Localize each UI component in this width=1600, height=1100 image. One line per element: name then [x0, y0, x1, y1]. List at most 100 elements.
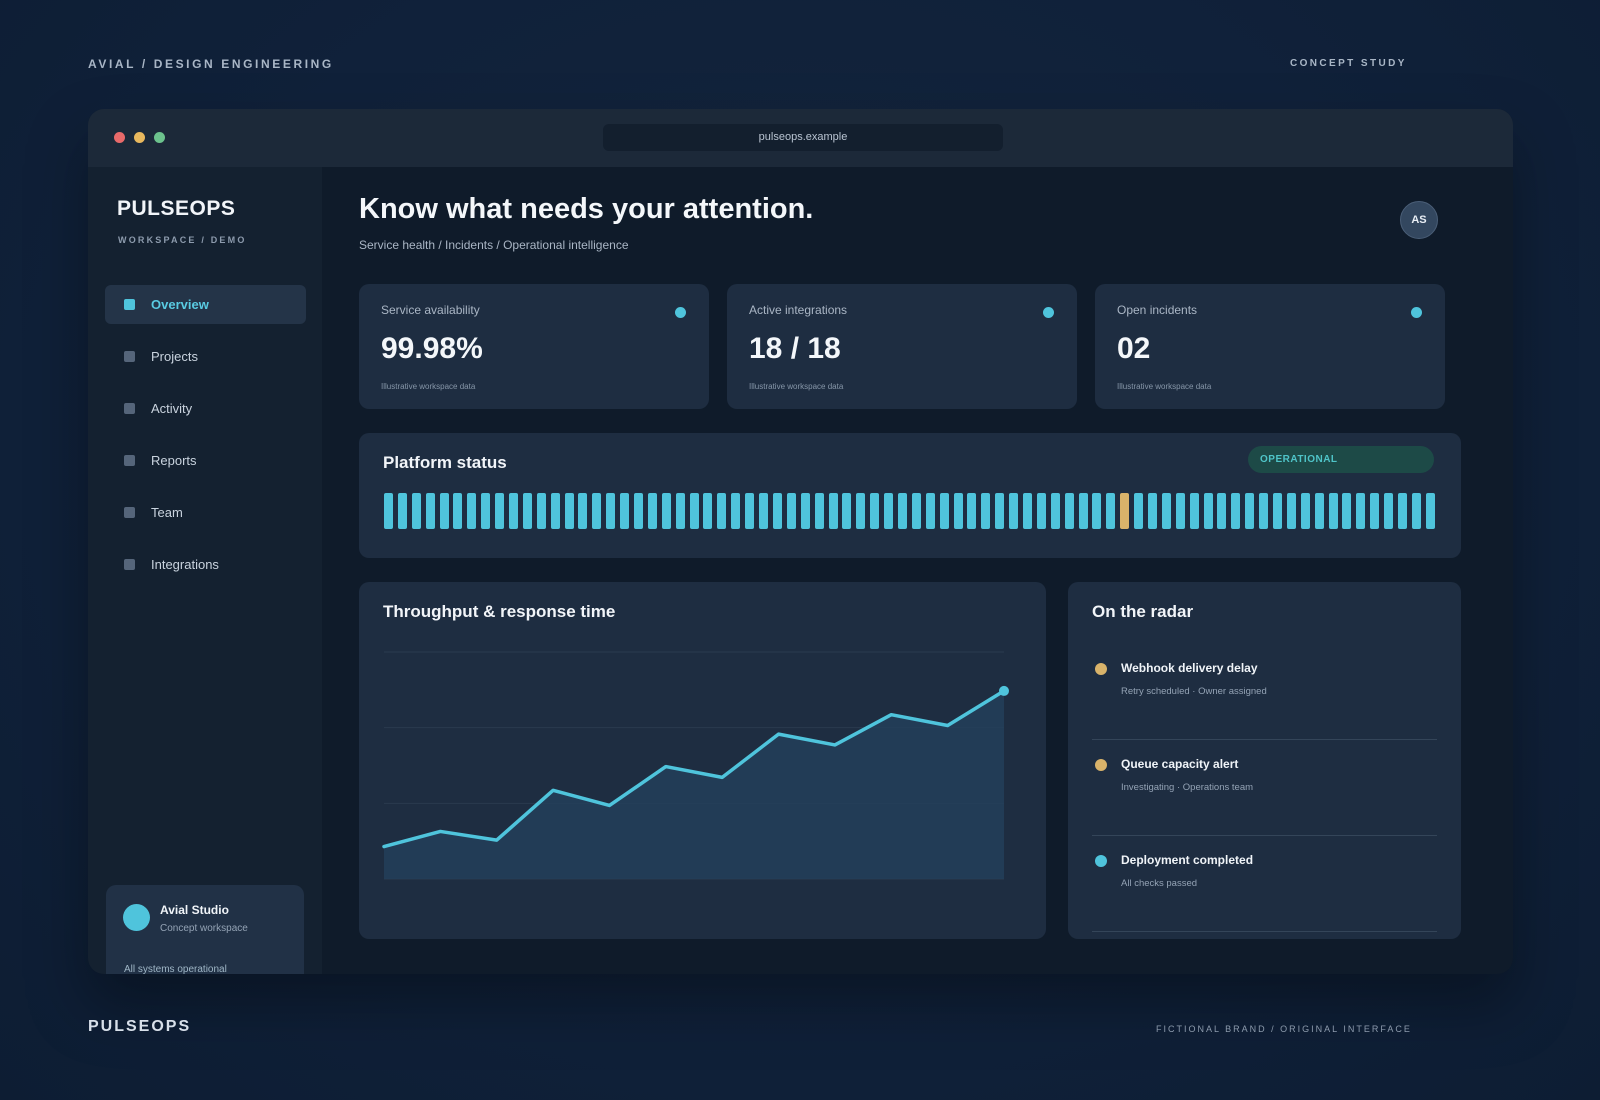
status-bar — [425, 493, 435, 529]
status-bar — [745, 493, 755, 529]
sidebar-item-team[interactable]: Team — [105, 493, 306, 532]
status-bar — [384, 493, 393, 529]
status-bar — [550, 493, 560, 529]
status-bar — [925, 493, 935, 529]
user-avatar[interactable]: AS — [1400, 201, 1438, 239]
status-bar — [647, 493, 657, 529]
status-bar — [411, 493, 421, 529]
status-bar — [467, 493, 477, 529]
workspace-card[interactable]: Avial Studio Concept workspace All syste… — [106, 885, 304, 974]
kpi-note: Illustrative workspace data — [1117, 382, 1212, 391]
integrations-icon — [124, 559, 135, 570]
status-bar — [1064, 493, 1074, 529]
kpi-value: 18 / 18 — [749, 332, 841, 365]
chart-title: Throughput & response time — [383, 602, 616, 621]
status-bar — [911, 493, 921, 529]
kpi-card-integrations: Active integrations 18 / 18 Illustrative… — [727, 284, 1077, 409]
status-bar — [1050, 493, 1060, 529]
status-badge: OPERATIONAL — [1248, 446, 1434, 473]
status-bar — [1231, 493, 1241, 529]
status-bar — [828, 493, 838, 529]
chart-point — [999, 685, 1009, 696]
chart-series-line — [382, 689, 1006, 849]
overview-icon — [124, 299, 135, 310]
radar-title: On the radar — [1092, 602, 1194, 621]
sidebar-item-reports[interactable]: Reports — [105, 441, 306, 480]
close-window-dot[interactable] — [114, 132, 125, 143]
status-bar — [1036, 493, 1046, 529]
status-dot-icon — [1411, 307, 1422, 318]
status-bar — [1370, 493, 1380, 529]
kpi-note: Illustrative workspace data — [381, 382, 476, 391]
status-bar — [1217, 493, 1227, 529]
radar-item[interactable]: Webhook delivery delay Retry scheduled ·… — [1092, 642, 1437, 740]
status-bar — [1328, 493, 1338, 529]
platform-status-card: Platform status OPERATIONAL — [359, 433, 1461, 558]
radar-item-title: Deployment completed — [1121, 853, 1254, 867]
status-bar — [939, 493, 949, 529]
kpi-value: 99.98% — [381, 332, 483, 365]
sidebar-item-activity[interactable]: Activity — [105, 389, 306, 428]
footer-caption: FICTIONAL BRAND / ORIGINAL INTERFACE — [1156, 1024, 1412, 1034]
radar-card: On the radar Webhook delivery delay Retr… — [1068, 582, 1461, 939]
kpi-card-availability: Service availability 99.98% Illustrative… — [359, 284, 709, 409]
status-bar — [953, 493, 963, 529]
status-bar — [606, 493, 616, 529]
browser-window: pulseops.example PULSEOPS WORKSPACE / DE… — [88, 109, 1513, 974]
browser-titlebar: pulseops.example — [88, 109, 1513, 167]
sidebar-brand: PULSEOPS — [117, 197, 236, 220]
status-bar — [1300, 493, 1310, 529]
radar-item[interactable]: Deployment completed All checks passed — [1092, 834, 1437, 932]
status-bar — [1161, 493, 1171, 529]
throughput-chart — [382, 651, 1009, 880]
frame-caption-right: CONCEPT STUDY — [1290, 58, 1407, 69]
status-bar — [717, 493, 727, 529]
status-bar — [1356, 493, 1366, 529]
page-title: Know what needs your attention. — [359, 193, 814, 225]
status-bar — [967, 493, 977, 529]
status-bar — [897, 493, 907, 529]
status-bar — [620, 493, 630, 529]
sidebar-item-label: Activity — [151, 401, 193, 416]
status-bar — [1273, 493, 1282, 529]
kpi-value: 02 — [1117, 332, 1151, 365]
sidebar-item-label: Projects — [151, 349, 198, 364]
status-bar — [1425, 493, 1435, 529]
activity-icon — [124, 403, 135, 414]
status-bar — [397, 493, 407, 529]
maximize-window-dot[interactable] — [154, 132, 165, 143]
sidebar-item-label: Team — [151, 505, 183, 520]
status-bar — [856, 493, 866, 529]
footer-brand: PULSEOPS — [88, 1018, 192, 1035]
status-bar — [495, 493, 505, 529]
sidebar-item-integrations[interactable]: Integrations — [105, 545, 306, 584]
status-bar — [1175, 493, 1185, 529]
reports-icon — [124, 455, 135, 466]
sidebar-item-overview[interactable]: Overview — [105, 285, 306, 324]
kpi-card-incidents: Open incidents 02 Illustrative workspace… — [1095, 284, 1445, 409]
sidebar-item-projects[interactable]: Projects — [105, 337, 306, 376]
team-icon — [124, 507, 135, 518]
status-bar — [842, 493, 852, 529]
studio-avatar — [123, 904, 150, 931]
address-bar[interactable]: pulseops.example — [603, 124, 1003, 151]
status-bar — [814, 493, 824, 529]
status-bar — [1134, 493, 1144, 529]
warning-dot-icon — [1095, 663, 1107, 675]
status-bar — [884, 493, 894, 529]
main-content: Know what needs your attention. Service … — [322, 167, 1513, 974]
status-bar — [522, 493, 532, 529]
radar-item-title: Queue capacity alert — [1121, 757, 1239, 771]
sidebar-item-label: Integrations — [151, 557, 219, 572]
radar-item[interactable]: Queue capacity alert Investigating · Ope… — [1092, 738, 1437, 836]
status-bar — [703, 493, 713, 529]
status-bar — [1259, 493, 1269, 529]
status-bar — [1189, 493, 1199, 529]
status-bar — [536, 493, 546, 529]
status-bar — [1245, 493, 1255, 529]
breadcrumb: Service health / Incidents / Operational… — [359, 238, 629, 252]
sidebar: PULSEOPS WORKSPACE / DEMO Overview Proje… — [88, 167, 322, 974]
status-bar — [786, 493, 796, 529]
minimize-window-dot[interactable] — [134, 132, 145, 143]
status-bar — [1342, 493, 1352, 529]
